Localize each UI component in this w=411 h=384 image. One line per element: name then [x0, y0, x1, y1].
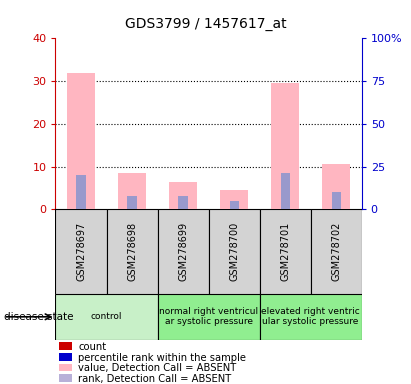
Bar: [260, 294, 362, 340]
Bar: [281, 173, 290, 209]
Bar: [271, 83, 299, 209]
Bar: [106, 209, 157, 294]
Bar: [311, 209, 362, 294]
Bar: [209, 209, 260, 294]
Bar: [55, 294, 157, 340]
Text: elevated right ventric
ular systolic pressure: elevated right ventric ular systolic pre…: [261, 307, 360, 326]
Bar: [220, 190, 248, 209]
Bar: [157, 294, 260, 340]
Bar: [322, 164, 350, 209]
Text: disease state: disease state: [4, 312, 74, 322]
Bar: [332, 192, 341, 209]
Text: GSM278698: GSM278698: [127, 222, 137, 281]
Text: GSM278700: GSM278700: [229, 222, 239, 281]
Bar: [58, 374, 72, 382]
Text: rank, Detection Call = ABSENT: rank, Detection Call = ABSENT: [79, 374, 232, 384]
Text: GSM278702: GSM278702: [331, 222, 341, 281]
Bar: [157, 209, 208, 294]
Text: GSM278701: GSM278701: [280, 222, 290, 281]
Bar: [76, 175, 85, 209]
Bar: [118, 173, 146, 209]
Bar: [67, 73, 95, 209]
Bar: [55, 209, 106, 294]
Text: GSM278699: GSM278699: [178, 222, 188, 281]
Bar: [58, 364, 72, 371]
Text: GDS3799 / 1457617_at: GDS3799 / 1457617_at: [125, 17, 286, 31]
Bar: [178, 197, 188, 209]
Text: count: count: [79, 342, 106, 352]
Bar: [58, 353, 72, 361]
Bar: [260, 209, 311, 294]
Bar: [58, 343, 72, 350]
Text: value, Detection Call = ABSENT: value, Detection Call = ABSENT: [79, 363, 237, 373]
Text: GSM278697: GSM278697: [76, 222, 86, 281]
Bar: [169, 182, 197, 209]
Bar: [127, 197, 136, 209]
Text: normal right ventricul
ar systolic pressure: normal right ventricul ar systolic press…: [159, 307, 258, 326]
Text: percentile rank within the sample: percentile rank within the sample: [79, 353, 247, 362]
Bar: [229, 201, 239, 209]
Text: control: control: [91, 312, 122, 321]
